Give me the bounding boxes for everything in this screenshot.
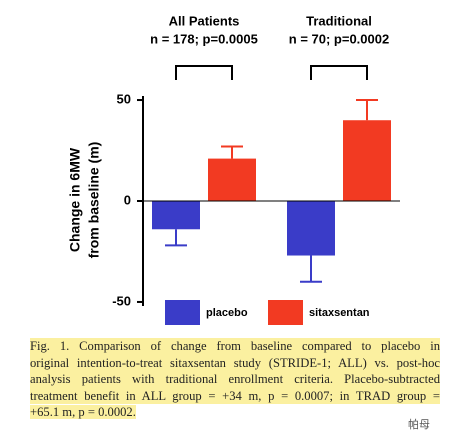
bracket [175,65,233,80]
caption-line-text: +65.1 m, p = 0.0002. [30,405,136,419]
legend-swatch [268,300,303,325]
group-label: All Patients [169,13,240,28]
bar [152,201,200,230]
chart: 50 0 -50 Change in 6MW from baseline (m) All … [67,13,400,325]
caption-line: original intention-to-treat sitaxsentan … [30,354,440,371]
caption-line: Fig. 1. Comparison of change from baseli… [30,338,440,355]
group-label: Traditional [306,13,372,28]
legend-swatch [165,300,200,325]
bar [287,201,335,256]
bracket [310,65,368,80]
group-note: n = 178; p=0.0005 [150,31,258,46]
caption-line: treatment benefit in ALL group = +34 m, … [30,387,440,404]
watermark: 帕母 [408,419,430,431]
legend-label: placebo [206,307,248,319]
bar [343,120,391,201]
y-tick-label: 50 [117,91,131,106]
y-axis-label: Change in 6MW [67,147,83,252]
y-tick-label: -50 [112,293,131,308]
legend-label: sitaxsentan [309,307,370,319]
caption-line: analysis patients with traditional enrol… [30,371,440,388]
y-axis-label: from baseline (m) [86,142,102,259]
caption-line: +65.1 m, p = 0.0002. [30,404,440,421]
y-tick-label: 0 [124,192,131,207]
bar [208,158,256,201]
caption: Fig. 1. Comparison of change from baseli… [30,338,440,421]
group-note: n = 70; p=0.0002 [289,31,389,46]
